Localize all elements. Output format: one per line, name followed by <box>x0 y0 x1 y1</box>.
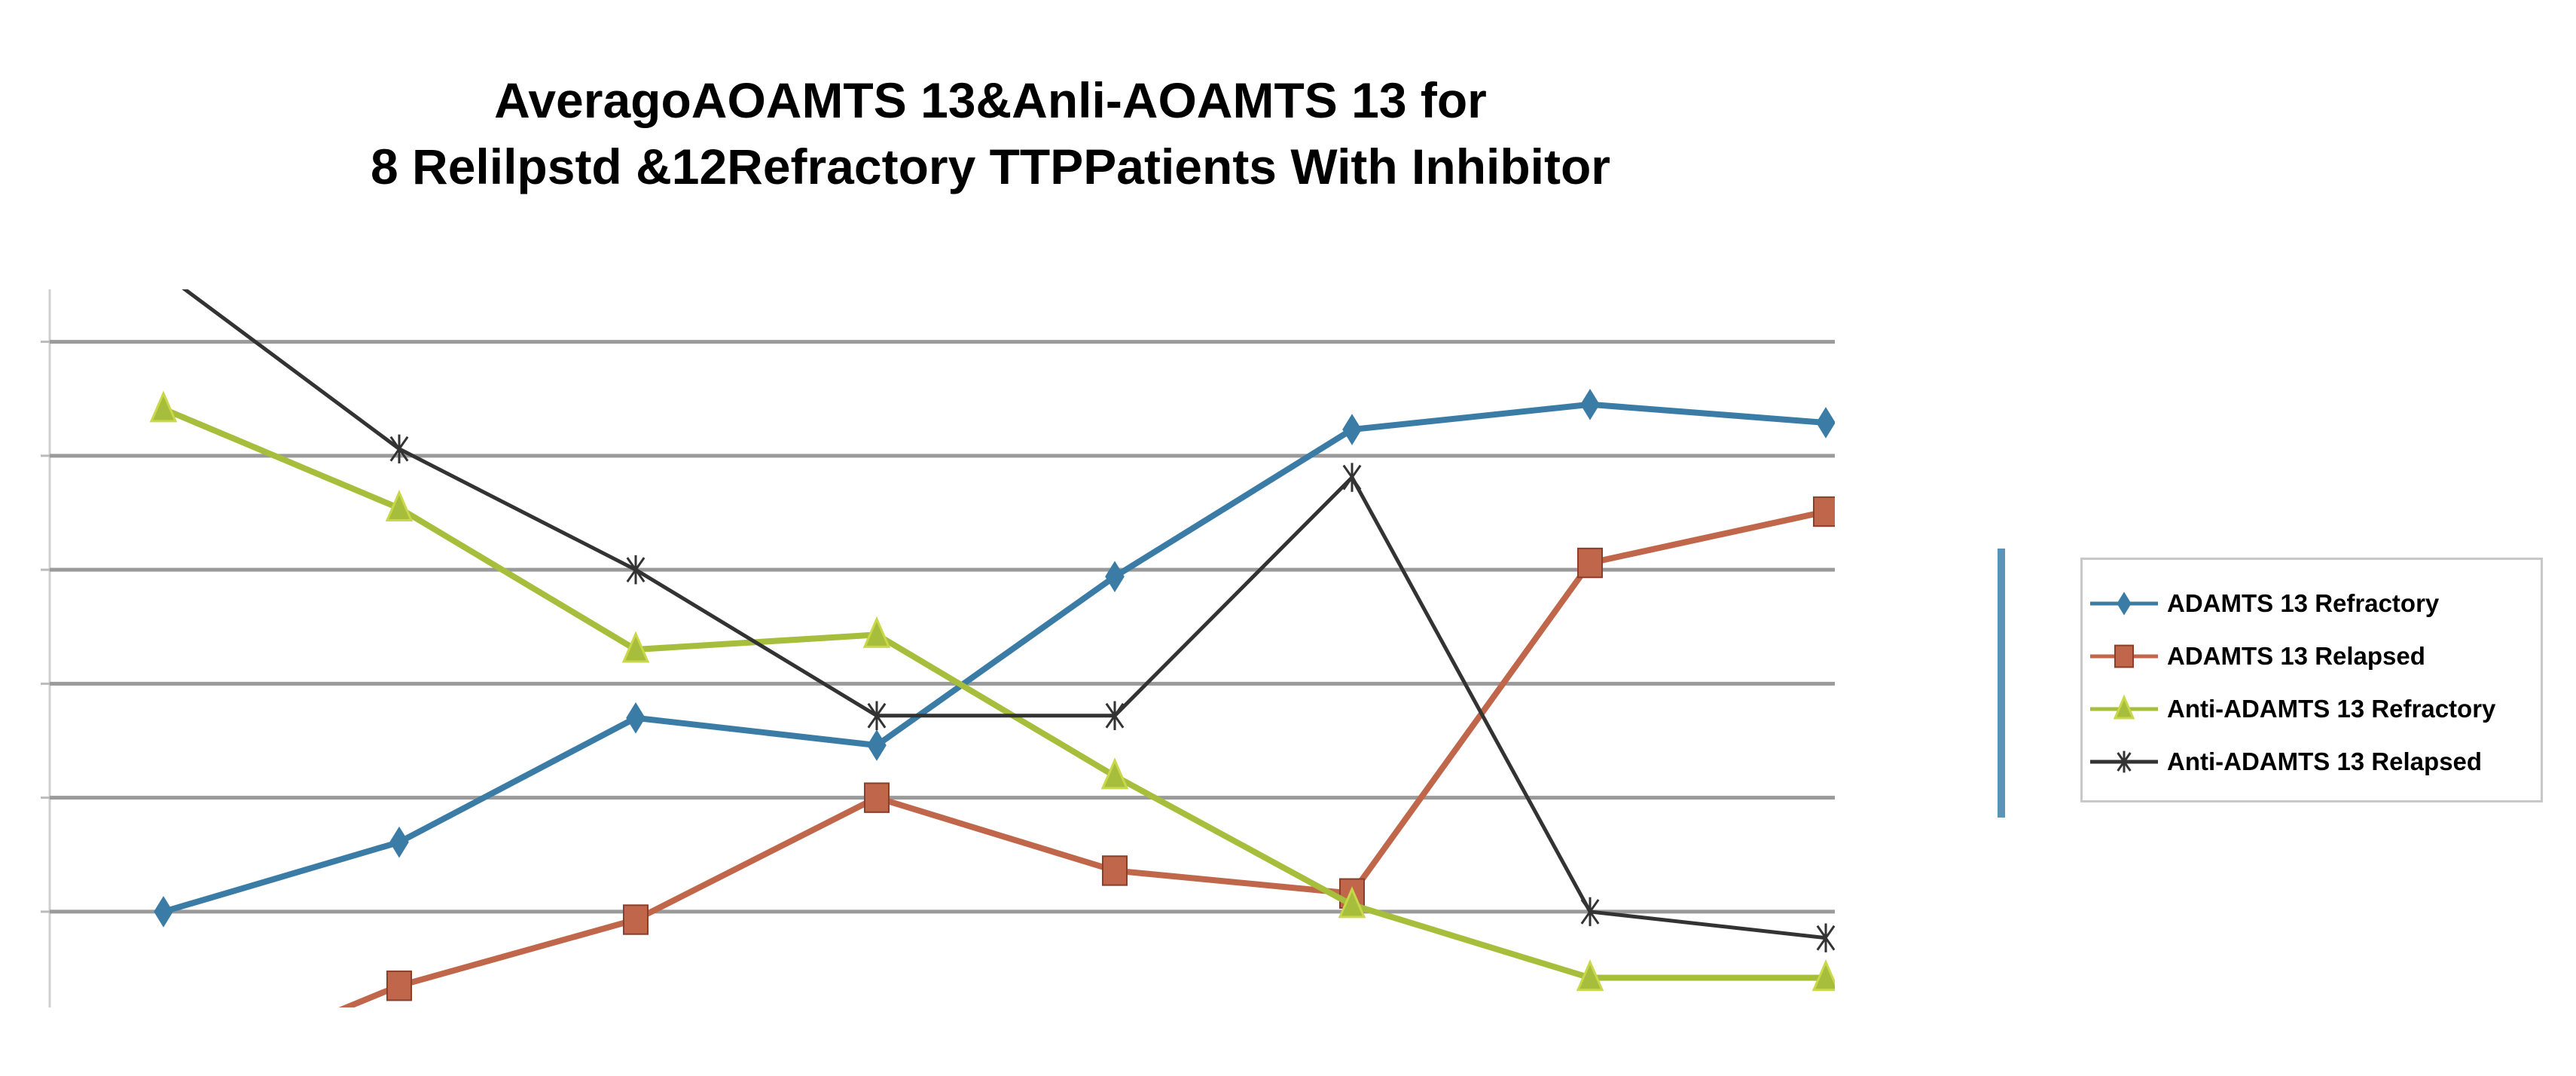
series-line <box>182 289 1827 940</box>
data-point <box>1102 855 1128 886</box>
data-point <box>1580 897 1600 927</box>
legend: ADAMTS 13 Refractory ADAMTS 13 Relapsed An… <box>1998 549 2550 818</box>
data-point <box>389 434 409 463</box>
series-anti-adamts-13-relapsed <box>155 259 1835 952</box>
data-point <box>1576 959 1604 992</box>
data-point <box>1577 547 1603 579</box>
legend-marker-icon <box>2090 644 2158 668</box>
legend-marker-icon <box>2090 694 2158 720</box>
data-point <box>862 616 891 648</box>
chart-title-line-1: AveragoAOAMTS 13&Anli-AOAMTS 13 for <box>494 72 1487 128</box>
data-point <box>867 729 887 761</box>
data-point <box>154 896 173 928</box>
series-line <box>162 406 1826 981</box>
series-anti-adamts-13-refractory <box>149 390 1835 992</box>
data-point <box>385 489 414 521</box>
legend-item: ADAMTS 13 Relapsed <box>2090 634 2425 679</box>
data-point <box>1811 959 1835 992</box>
data-point <box>1816 407 1835 439</box>
legend-label: ADAMTS 13 Refractory <box>2167 589 2440 617</box>
series-line <box>338 509 1827 1007</box>
legend-item: Anti-ADAMTS 13 Refractory <box>2090 686 2495 732</box>
data-point <box>389 826 409 858</box>
data-point <box>151 1068 175 1076</box>
data-point <box>1813 496 1835 527</box>
series-adamts-13-relapsed <box>151 496 1835 1076</box>
data-point <box>149 390 178 423</box>
data-point <box>626 702 646 734</box>
data-point <box>1342 414 1362 445</box>
data-point <box>623 904 649 935</box>
legend-item: ADAMTS 13 Refractory <box>2090 581 2439 626</box>
legend-marker-icon <box>2090 591 2158 616</box>
data-point <box>867 701 887 730</box>
data-point <box>1100 757 1129 790</box>
legend-marker-icon <box>2090 750 2158 773</box>
data-point <box>621 631 650 663</box>
chart-title-line-2: 8 Relilpstd &12Refractory TTPPatients Wi… <box>371 139 1610 194</box>
data-point <box>1338 886 1366 919</box>
data-point <box>1816 923 1835 952</box>
legend-label: Anti-ADAMTS 13 Relapsed <box>2167 747 2483 775</box>
series-adamts-13-refractory <box>154 388 1835 928</box>
data-point <box>626 555 646 585</box>
data-point <box>155 259 172 288</box>
legend-item: Anti-ADAMTS 13 Relapsed <box>2090 739 2482 784</box>
data-point <box>386 971 412 1001</box>
data-point <box>1105 701 1125 730</box>
data-point <box>864 782 890 813</box>
data-point <box>1580 388 1600 420</box>
data-point <box>1342 463 1362 492</box>
legend-label: ADAMTS 13 Relapsed <box>2167 642 2425 670</box>
legend-label: Anti-ADAMTS 13 Refractory <box>2167 695 2496 723</box>
series-line <box>162 401 1827 915</box>
data-point <box>1105 561 1125 592</box>
